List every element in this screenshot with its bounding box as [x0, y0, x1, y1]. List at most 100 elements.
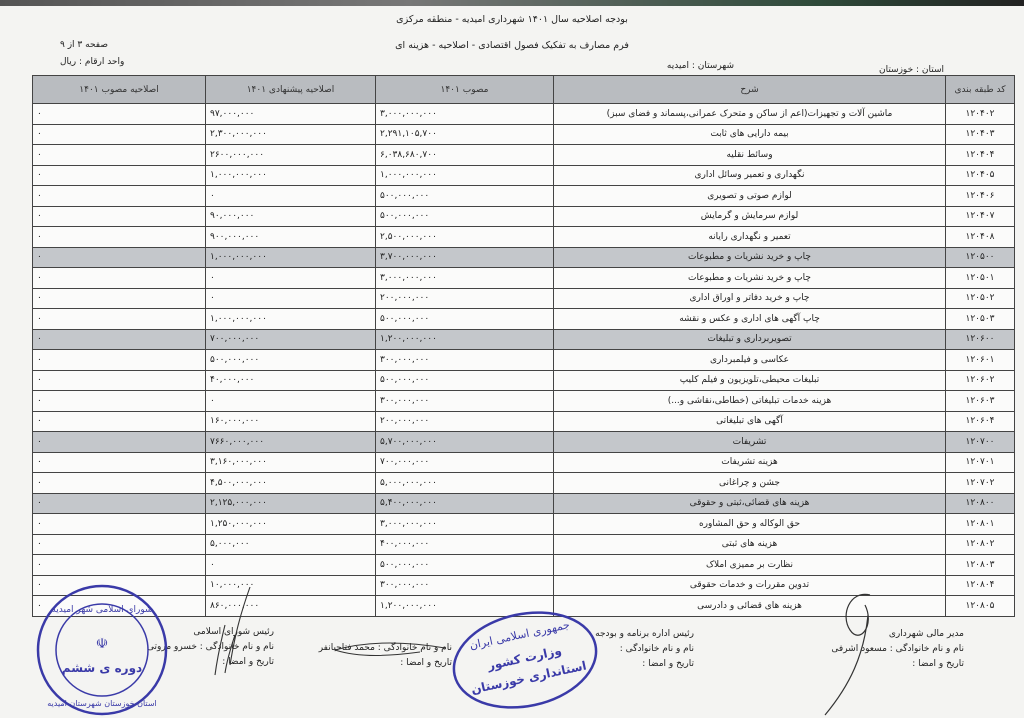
row-final: ۰ — [32, 103, 206, 125]
row-approved: ۲,۵۰۰,۰۰۰,۰۰۰ — [375, 226, 554, 248]
row-description: عکاسی و فیلمبرداری — [553, 349, 946, 371]
table-subtotal-row: ۱۲۰۷۰۰ تشریفات ۵,۷۰۰,۰۰۰,۰۰۰ ۷۶۶۰,۰۰۰,۰۰۰ ۰ — [32, 431, 1015, 453]
row-code: ۱۲۰۸۰۲ — [945, 533, 1015, 555]
table-row: ۱۲۰۷۰۱ هزینه تشریفات ۷۰۰,۰۰۰,۰۰۰ ۳,۱۶۰,۰۰۰,… — [32, 451, 1015, 473]
row-description: جشن و چراغانی — [553, 472, 946, 494]
row-final: ۰ — [32, 144, 206, 166]
row-approved: ۳,۷۰۰,۰۰۰,۰۰۰ — [375, 246, 554, 268]
council-date: تاریخ و امضا : — [222, 657, 274, 667]
row-code: ۱۲۰۵۰۳ — [945, 308, 1015, 330]
row-final: ۰ — [32, 226, 206, 248]
row-proposed: ۳,۱۶۰,۰۰۰,۰۰۰ — [205, 451, 376, 473]
row-approved: ۵۰۰,۰۰۰,۰۰۰ — [375, 185, 554, 207]
row-final: ۰ — [32, 205, 206, 227]
row-proposed: ۲۶۰۰,۰۰۰,۰۰۰ — [205, 144, 376, 166]
row-description: آگهی های تبلیغاتی — [553, 410, 946, 432]
row-proposed: ۱,۰۰۰,۰۰۰,۰۰۰ — [205, 308, 376, 330]
row-code: ۱۲۰۶۰۳ — [945, 390, 1015, 412]
svg-text:استان خوزستان شهرستان امیدیه: استان خوزستان شهرستان امیدیه — [47, 699, 157, 708]
row-final: ۰ — [32, 164, 206, 186]
row-approved: ۳۰۰,۰۰۰,۰۰۰ — [375, 349, 554, 371]
council-head-signature-block: رئیس شورای اسلامی نام و نام خانوادگی : خ… — [147, 625, 274, 670]
budget-role: رئیس اداره برنامه و بودجه — [595, 629, 694, 639]
row-approved: ۲۰۰,۰۰۰,۰۰۰ — [375, 410, 554, 432]
finance-date: تاریخ و امضا : — [912, 659, 964, 669]
row-approved: ۱,۲۰۰,۰۰۰,۰۰۰ — [375, 595, 554, 617]
row-description: هزینه تشریفات — [553, 451, 946, 473]
row-final: ۰ — [32, 390, 206, 412]
finance-name: نام و نام خانوادگی : مسعود اشرفی — [831, 644, 964, 654]
table-subtotal-row: ۱۲۰۸۰۰ هزینه های قضائی،ثبتی و حقوقی ۵,۴۰۰,… — [32, 492, 1015, 514]
row-description: تبلیغات محیطی،تلویزیون و فیلم کلیپ — [553, 369, 946, 391]
table-row: ۱۲۰۴۰۳ بیمه دارایی های ثابت ۲,۲۹۱,۱۰۵,۷۰۰ ۲… — [32, 123, 1015, 145]
row-approved: ۳,۰۰۰,۰۰۰,۰۰۰ — [375, 513, 554, 535]
col-header-description: شرح — [553, 75, 946, 104]
row-code: ۱۲۰۵۰۰ — [945, 246, 1015, 268]
row-proposed: ۲,۱۲۵,۰۰۰,۰۰۰ — [205, 492, 376, 514]
row-approved: ۳,۰۰۰,۰۰۰,۰۰۰ — [375, 103, 554, 125]
row-approved: ۴۰۰,۰۰۰,۰۰۰ — [375, 533, 554, 555]
row-proposed: ۰ — [205, 390, 376, 412]
row-final: ۰ — [32, 492, 206, 514]
row-approved: ۵,۰۰۰,۰۰۰,۰۰۰ — [375, 472, 554, 494]
row-final: ۰ — [32, 267, 206, 289]
row-approved: ۵,۴۰۰,۰۰۰,۰۰۰ — [375, 492, 554, 514]
table-row: ۱۲۰۴۰۷ لوازم سرمایش و گرمایش ۵۰۰,۰۰۰,۰۰۰ ۹۰… — [32, 205, 1015, 227]
page-number: صفحه ۳ از ۹ — [60, 40, 108, 50]
table-row: ۱۲۰۵۰۱ چاپ و خرید نشریات و مطبوعات ۳,۰۰۰,۰… — [32, 267, 1015, 289]
row-proposed: ۹۰۰,۰۰۰,۰۰۰ — [205, 226, 376, 248]
governorate-stamp: جمهوری اسلامی ایران وزارت کشور استانداری… — [452, 611, 598, 709]
scan-edge — [0, 0, 1024, 6]
row-approved: ۲,۲۹۱,۱۰۵,۷۰۰ — [375, 123, 554, 145]
row-code: ۱۲۰۶۰۰ — [945, 328, 1015, 350]
row-description: تعمیر و نگهداری رایانه — [553, 226, 946, 248]
row-proposed: ۸۶۰,۰۰۰,۰۰۰ — [205, 595, 376, 617]
table-header-row: کد طبقه بندی شرح مصوب ۱۴۰۱ اصلاحیه پیشنه… — [32, 75, 1015, 104]
row-proposed: ۰ — [205, 267, 376, 289]
row-code: ۱۲۰۶۰۲ — [945, 369, 1015, 391]
row-final: ۰ — [32, 246, 206, 268]
col-header-code: کد طبقه بندی — [945, 75, 1015, 104]
row-description: تصویربرداری و تبلیغات — [553, 328, 946, 350]
table-row: ۱۲۰۴۰۶ لوازم صوتی و تصویری ۵۰۰,۰۰۰,۰۰۰ ۰ ۰ — [32, 185, 1015, 207]
table-row: ۱۲۰۴۰۸ تعمیر و نگهداری رایانه ۲,۵۰۰,۰۰۰,۰۰… — [32, 226, 1015, 248]
row-approved: ۳۰۰,۰۰۰,۰۰۰ — [375, 390, 554, 412]
row-proposed: ۱,۰۰۰,۰۰۰,۰۰۰ — [205, 246, 376, 268]
row-description: چاپ و خرید دفاتر و اوراق اداری — [553, 287, 946, 309]
row-approved: ۳,۰۰۰,۰۰۰,۰۰۰ — [375, 267, 554, 289]
budget-head-signature-block: رئیس اداره برنامه و بودجه نام و نام خانو… — [595, 627, 694, 672]
row-final: ۰ — [32, 410, 206, 432]
handwritten-signature-finance — [824, 593, 871, 716]
mayor-date: تاریخ و امضا : — [400, 658, 452, 668]
row-proposed: ۲,۳۰۰,۰۰۰,۰۰۰ — [205, 123, 376, 145]
table-row: ۱۲۰۶۰۲ تبلیغات محیطی،تلویزیون و فیلم کلیپ… — [32, 369, 1015, 391]
row-proposed: ۱,۲۵۰,۰۰۰,۰۰۰ — [205, 513, 376, 535]
row-proposed: ۴,۵۰۰,۰۰۰,۰۰۰ — [205, 472, 376, 494]
table-row: ۱۲۰۵۰۲ چاپ و خرید دفاتر و اوراق اداری ۲۰۰,… — [32, 287, 1015, 309]
province-label: استان : خوزستان — [878, 65, 944, 75]
row-code: ۱۲۰۴۰۵ — [945, 164, 1015, 186]
row-proposed: ۵۰۰,۰۰۰,۰۰۰ — [205, 349, 376, 371]
council-stamp: شورای اسلامی شهر امیدیه ☫ دوره ی ششم است… — [36, 584, 168, 716]
handwritten-signature-mayor — [334, 642, 446, 656]
table-row: ۱۲۰۷۰۲ جشن و چراغانی ۵,۰۰۰,۰۰۰,۰۰۰ ۴,۵۰۰,۰۰… — [32, 472, 1015, 494]
table-row: ۱۲۰۸۰۵ هزینه های قضائی و دادرسی ۱,۲۰۰,۰۰۰,… — [32, 595, 1015, 617]
row-description: ماشین آلات و تجهیزات(اعم از ساکن و متحرک… — [553, 103, 946, 125]
row-final: ۰ — [32, 328, 206, 350]
table-row: ۱۲۰۶۰۱ عکاسی و فیلمبرداری ۳۰۰,۰۰۰,۰۰۰ ۵۰۰,۰… — [32, 349, 1015, 371]
table-subtotal-row: ۱۲۰۶۰۰ تصویربرداری و تبلیغات ۱,۲۰۰,۰۰۰,۰۰۰… — [32, 328, 1015, 350]
row-code: ۱۲۰۸۰۰ — [945, 492, 1015, 514]
currency-unit: واحد ارقام : ریال — [60, 57, 125, 67]
row-code: ۱۲۰۴۰۸ — [945, 226, 1015, 248]
col-header-approved: مصوب ۱۴۰۱ — [375, 75, 554, 104]
row-final: ۰ — [32, 431, 206, 453]
row-code: ۱۲۰۵۰۲ — [945, 287, 1015, 309]
row-description: وسائط نقلیه — [553, 144, 946, 166]
finance-role: مدیر مالی شهرداری — [888, 629, 964, 639]
row-code: ۱۲۰۸۰۳ — [945, 554, 1015, 576]
row-approved: ۵۰۰,۰۰۰,۰۰۰ — [375, 205, 554, 227]
mayor-name: نام و نام خانوادگی : محمد فتاحیانفر — [318, 643, 452, 653]
row-description: هزینه های ثبتی — [553, 533, 946, 555]
row-approved: ۵۰۰,۰۰۰,۰۰۰ — [375, 308, 554, 330]
table-row: ۱۲۰۴۰۴ وسائط نقلیه ۶,۰۳۸,۶۸۰,۷۰۰ ۲۶۰۰,۰۰۰,۰… — [32, 144, 1015, 166]
